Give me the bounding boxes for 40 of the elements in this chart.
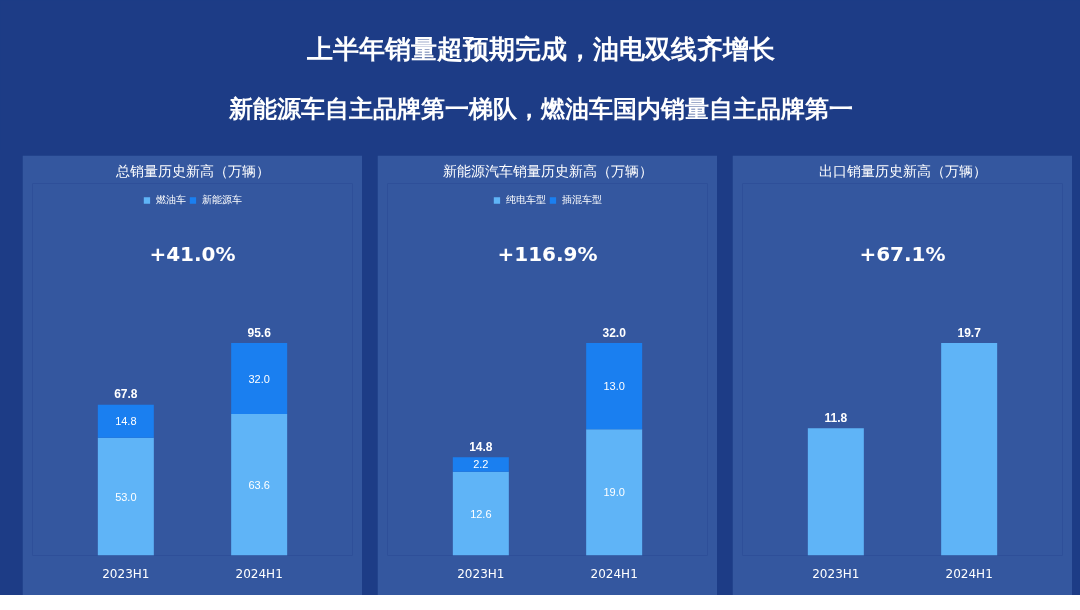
data-label: 19.0	[603, 486, 625, 499]
total-label: 14.8	[469, 439, 493, 454]
legend-label: 新能源车	[201, 193, 242, 207]
x-tick-label: 2023H1	[812, 566, 860, 581]
bar	[452, 471, 509, 556]
legend-label: 纯电车型	[505, 193, 546, 207]
total-label: 32.0	[602, 325, 627, 340]
x-tick-label: 2024H1	[945, 566, 993, 581]
text: 上半年销量超预期完成，油电双线齐增长	[305, 33, 775, 64]
data-label: 53.0	[115, 490, 137, 503]
data-label: 19.7	[957, 325, 982, 340]
chart-title: 新能源汽车销量历史新高（万辆）	[442, 162, 653, 179]
data-label: 63.6	[248, 478, 270, 491]
bar	[586, 342, 643, 430]
text: +41.0%	[149, 241, 236, 266]
text: +67.1%	[859, 241, 946, 266]
data-label: 2.2	[473, 458, 489, 471]
legend-label: 燃油车	[155, 193, 186, 207]
bar	[452, 457, 509, 472]
chart-title: 总销量历史新高（万辆）	[114, 162, 270, 179]
total-label: 95.6	[247, 325, 272, 340]
data-label: 14.8	[115, 415, 137, 428]
data-label: 32.0	[248, 372, 270, 385]
total-label: 67.8	[114, 387, 138, 402]
legend-label: 插混车型	[561, 193, 602, 207]
x-tick-label: 2024H1	[590, 566, 638, 581]
bar	[231, 342, 288, 415]
data-label: 11.8	[824, 410, 848, 425]
text: 新能源车自主品牌第一梯队，燃油车国内销量自主品牌第一	[227, 94, 853, 123]
bar	[586, 429, 643, 556]
x-tick-label: 2023H1	[457, 566, 505, 581]
data-label: 12.6	[470, 507, 492, 520]
text: +116.9%	[497, 241, 598, 266]
x-tick-label: 2024H1	[235, 566, 283, 581]
bar	[97, 404, 154, 438]
bar	[231, 414, 288, 556]
x-tick-label: 2023H1	[102, 566, 150, 581]
chart-title: 出口销量历史新高（万辆）	[818, 162, 987, 179]
data-label: 13.0	[603, 380, 625, 393]
bar	[97, 437, 154, 556]
